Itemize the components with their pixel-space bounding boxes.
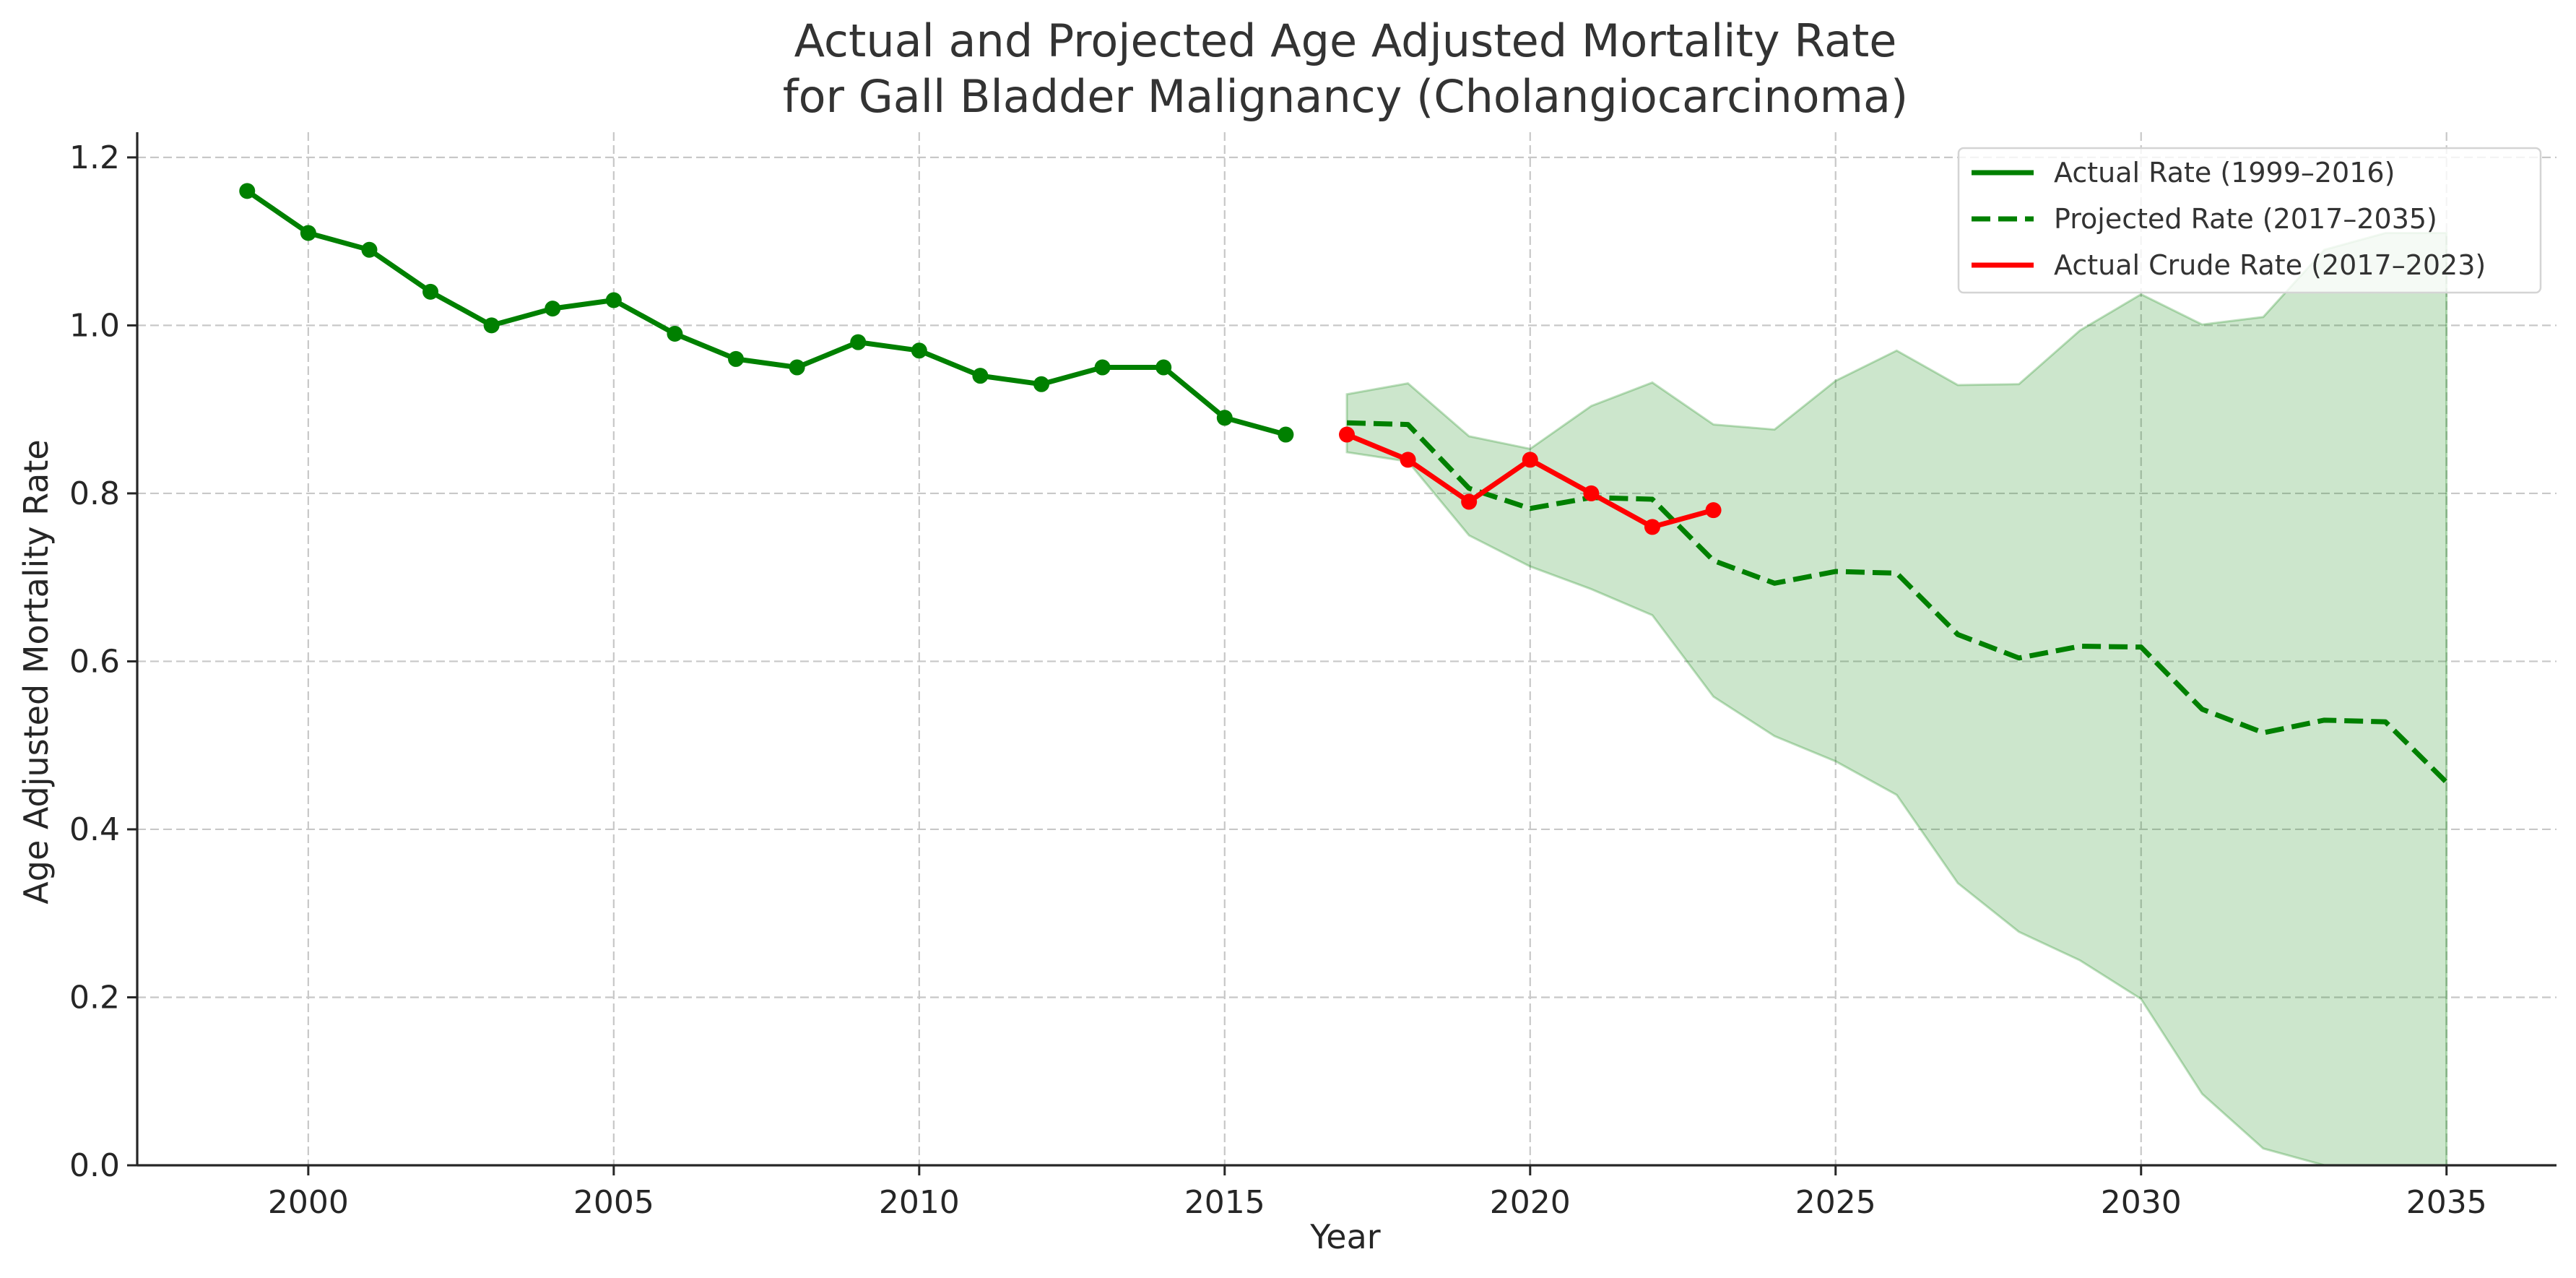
data-point [1522, 452, 1538, 468]
legend-label: Actual Rate (1999–2016) [2054, 157, 2395, 189]
data-point [1644, 519, 1660, 535]
data-point [789, 359, 805, 376]
y-tick-label: 0.2 [69, 979, 120, 1016]
y-axis-label: Age Adjusted Mortality Rate [17, 439, 56, 904]
axes [136, 132, 2557, 1167]
series-line-0 [246, 189, 1287, 437]
data-point [667, 326, 683, 342]
x-tick-label: 2035 [2406, 1184, 2487, 1221]
data-point [850, 334, 867, 350]
data-point [300, 225, 316, 241]
data-point [1400, 452, 1416, 468]
y-tick-label: 0.4 [69, 811, 120, 848]
tick-labels: 2000 2005 2010 2015 2020 2025 2030 2035 0.0 0.2 0.… [69, 139, 2487, 1221]
confidence-band-area [1345, 232, 2448, 1167]
data-point [911, 342, 927, 359]
legend-box [1957, 147, 2542, 294]
y-tick-label: 0.6 [69, 643, 120, 680]
legend-label: Projected Rate (2017–2035) [2054, 203, 2437, 235]
y-tick-label: 0.8 [69, 475, 120, 512]
x-tick-label: 2020 [1490, 1184, 1571, 1221]
x-tick-label: 2000 [268, 1184, 349, 1221]
confidence-band [1345, 232, 2448, 1167]
series-0 [239, 183, 1294, 443]
data-point [545, 301, 561, 317]
data-point [1155, 359, 1172, 376]
x-axis-label: Year [1309, 1217, 1380, 1256]
data-point [1216, 410, 1233, 426]
legend: Actual Rate (1999–2016) Projected Rate (2… [1957, 147, 2542, 294]
y-tick-label: 1.0 [69, 307, 120, 344]
data-point [1033, 376, 1050, 392]
data-point [1705, 502, 1722, 519]
x-tick-label: 2010 [879, 1184, 960, 1221]
data-point [1094, 359, 1111, 376]
data-point [239, 183, 256, 199]
data-point [361, 241, 378, 258]
data-point [422, 283, 439, 300]
data-point [728, 350, 745, 367]
data-point [972, 368, 989, 384]
chart-title-line-1: Actual and Projected Age Adjusted Mortal… [794, 14, 1897, 67]
y-tick-label: 0.0 [69, 1147, 120, 1184]
legend-label: Actual Crude Rate (2017–2023) [2054, 249, 2486, 281]
x-tick-label: 2025 [1795, 1184, 1876, 1221]
x-tick-label: 2015 [1184, 1184, 1265, 1221]
data-point [1461, 493, 1478, 510]
y-tick-label: 1.2 [69, 139, 120, 176]
series-1 [1346, 420, 2449, 785]
data-point [483, 317, 500, 334]
x-tick-label: 2030 [2101, 1184, 2182, 1221]
data-point [1583, 485, 1600, 501]
data-point [605, 292, 622, 308]
data-point [1278, 426, 1294, 443]
series-layer [239, 183, 2449, 785]
series-line-1 [1346, 420, 2449, 785]
chart-title-line-2: for Gall Bladder Malignancy (Cholangioca… [783, 70, 1908, 123]
data-point [1339, 426, 1355, 443]
x-tick-label: 2005 [573, 1184, 654, 1221]
series-2 [1339, 426, 1722, 535]
